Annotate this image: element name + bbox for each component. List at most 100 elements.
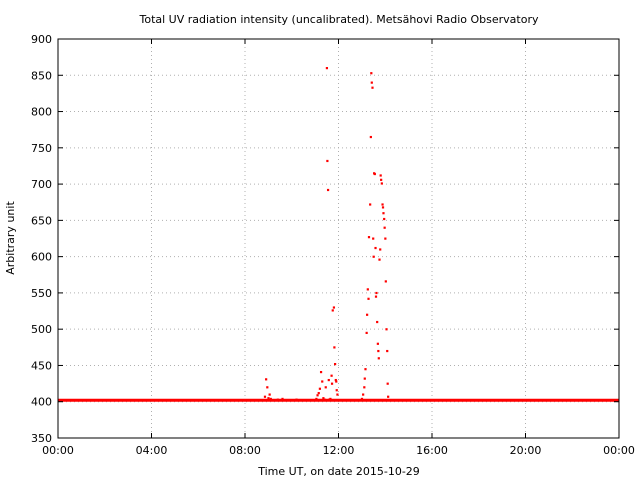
data-point [385, 328, 388, 331]
data-point [373, 172, 376, 176]
data-point [362, 393, 365, 396]
data-point [383, 217, 386, 221]
data-point [328, 398, 331, 401]
data-point [324, 386, 327, 389]
data-point [386, 349, 389, 353]
y-tick-label: 700 [31, 178, 52, 191]
data-point [363, 386, 366, 389]
data-point [276, 398, 279, 401]
data-point [360, 397, 364, 401]
data-point [323, 398, 326, 401]
data-point [268, 393, 271, 396]
data-point [386, 382, 389, 385]
data-point [379, 248, 382, 251]
data-point [379, 174, 382, 177]
y-tick-label: 650 [31, 214, 52, 227]
y-tick-label: 800 [31, 106, 52, 119]
data-point [333, 346, 336, 349]
data-point [369, 135, 372, 139]
data-point [321, 380, 324, 383]
data-point [288, 399, 291, 402]
data-point [326, 188, 330, 192]
data-point [381, 206, 385, 209]
x-tick-label: 04:00 [136, 444, 168, 457]
axis-ticks: 350 400 450 500 550 600 650 700 750 800 850 900 00:0… [31, 33, 635, 457]
data-point [374, 246, 377, 250]
data-point [378, 258, 381, 261]
data-point [376, 342, 379, 345]
data-point [319, 370, 323, 374]
data-point [322, 397, 325, 400]
data-point [375, 291, 378, 295]
data-point [335, 380, 338, 383]
data-point [327, 378, 330, 382]
data-point [380, 178, 383, 181]
data-point [369, 203, 372, 206]
x-axis-label: Time UT, on date 2015-10-29 [257, 465, 420, 478]
data-point [365, 331, 368, 335]
data-point [370, 81, 373, 84]
data-point [317, 392, 320, 395]
data-point [374, 295, 378, 298]
data-point [330, 382, 334, 385]
data-point [318, 387, 321, 390]
data-point [266, 386, 269, 389]
grid [58, 39, 619, 438]
y-tick-label: 400 [31, 396, 52, 409]
data-point [383, 226, 386, 229]
y-tick-label: 850 [31, 69, 52, 82]
y-tick-label: 350 [31, 432, 52, 445]
data-point [387, 395, 390, 398]
data-point [281, 397, 284, 401]
data-point [329, 397, 332, 401]
y-axis-label: Arbitrary unit [4, 201, 17, 275]
data-point [316, 394, 319, 397]
y-tick-label: 500 [31, 323, 52, 336]
x-tick-label: 20:00 [510, 444, 542, 457]
data-point [370, 72, 373, 75]
data-point [367, 297, 370, 300]
data-points [58, 67, 619, 402]
data-point [384, 280, 387, 283]
x-tick-label: 08:00 [229, 444, 261, 457]
y-tick-label: 450 [31, 359, 52, 372]
x-tick-label: 00:00 [603, 444, 635, 457]
data-point [295, 398, 298, 401]
data-point [372, 237, 375, 240]
data-point [372, 255, 375, 258]
data-point [335, 389, 338, 392]
y-tick-label: 600 [31, 251, 52, 264]
data-point [267, 397, 270, 400]
y-tick-label: 900 [31, 33, 52, 46]
data-point [302, 399, 305, 402]
x-tick-label: 12:00 [323, 444, 355, 457]
data-point [331, 309, 334, 312]
x-tick-label: 16:00 [416, 444, 448, 457]
data-point [364, 368, 367, 371]
data-point [366, 288, 369, 291]
data-point [326, 159, 329, 163]
data-point [380, 182, 383, 185]
data-point [333, 363, 337, 366]
data-point [384, 237, 387, 240]
data-point [269, 397, 272, 401]
data-point [367, 236, 371, 239]
data-point [376, 320, 379, 324]
data-point [263, 395, 267, 398]
data-point [336, 393, 339, 396]
data-point [382, 212, 385, 215]
y-tick-label: 550 [31, 287, 52, 300]
y-tick-label: 750 [31, 142, 52, 155]
data-point [330, 374, 333, 377]
data-point [381, 203, 384, 206]
data-point [366, 313, 369, 316]
data-point [332, 306, 336, 309]
data-point [325, 67, 329, 70]
data-point [377, 357, 380, 360]
x-tick-label: 00:00 [42, 444, 74, 457]
data-point [377, 349, 380, 353]
data-point [315, 397, 318, 401]
data-point [334, 378, 337, 382]
